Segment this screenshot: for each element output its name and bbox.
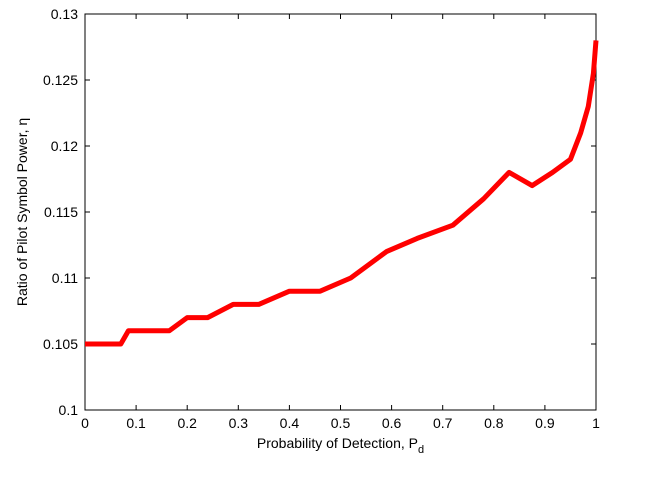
x-axis-label-text: Probability of Detection, P [257,435,418,451]
x-axis: 0 0.1 0.2 0.3 0.4 0.5 0.6 0.7 0.8 0.9 1 [81,14,600,431]
y-tick-label: 0.13 [51,6,78,22]
x-tick-label: 0.5 [331,415,351,431]
x-tick-label: 0.7 [433,415,453,431]
x-tick-label: 0 [81,415,89,431]
x-tick-label: 0.6 [382,415,402,431]
y-tick-label: 0.1 [59,402,79,418]
y-axis-label: Ratio of Pilot Symbol Power, η [14,118,30,306]
x-tick-label: 0.3 [229,415,249,431]
x-tick-label: 0.8 [484,415,504,431]
y-tick-label: 0.115 [44,204,78,220]
x-tick-label: 0.4 [280,415,300,431]
y-tick-label: 0.12 [51,138,78,154]
x-tick-label: 0.2 [177,415,197,431]
x-axis-label: Probability of Detection, Pd [257,435,424,456]
series-line [85,40,599,347]
plot-area-frame [84,13,597,411]
series-layer [85,40,599,347]
x-tick-label: 0.1 [126,415,146,431]
y-axis: 0.1 0.105 0.11 0.115 0.12 0.125 0.13 [43,6,596,418]
y-tick-label: 0.11 [52,270,78,286]
x-tick-label: 1 [592,415,600,431]
x-axis-label-subscript: d [418,444,424,456]
y-tick-label: 0.105 [43,336,78,352]
y-tick-label: 0.125 [43,72,78,88]
x-tick-label: 0.9 [535,415,555,431]
